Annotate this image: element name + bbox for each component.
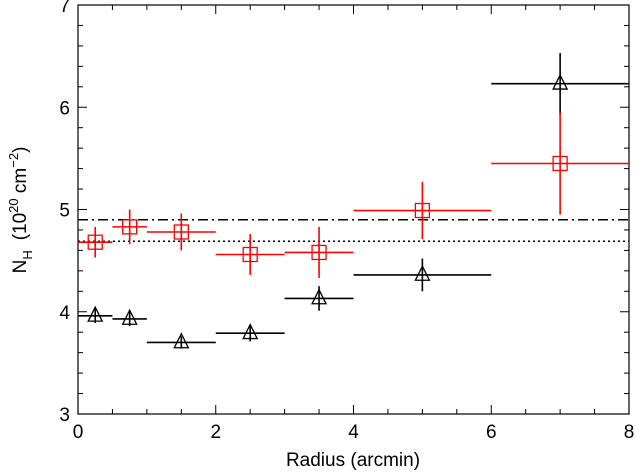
square-marker <box>414 202 431 219</box>
triangle-marker <box>87 305 104 322</box>
triangle-point <box>78 305 113 323</box>
square-marker <box>87 234 103 250</box>
triangle-point <box>353 258 492 292</box>
x-axis-title: Radius (arcmin) <box>286 450 420 471</box>
data-series <box>78 53 629 349</box>
y-axis-unit-exp2: −2 <box>6 153 21 168</box>
triangle-series <box>78 53 629 349</box>
y-axis-symbol: N <box>10 260 31 274</box>
square-point <box>353 181 492 240</box>
y-axis-unit-exp: 20 <box>6 198 21 212</box>
y-axis-unit-open: (10 <box>10 213 31 240</box>
y-axis-unit-close: ) <box>10 147 31 153</box>
square-point <box>112 209 147 245</box>
y-tick-label: 5 <box>59 201 70 222</box>
axis-ticks: 0 2 4 6 8 3 4 5 6 7 <box>59 0 634 443</box>
reference-lines <box>78 218 629 242</box>
x-tick-label: 4 <box>348 422 359 443</box>
triangle-marker <box>121 308 138 325</box>
y-tick-label: 3 <box>59 405 70 426</box>
y-tick-label: 7 <box>59 0 70 17</box>
square-point <box>284 226 354 279</box>
square-point <box>491 112 629 215</box>
y-tick-label: 4 <box>59 303 70 324</box>
triangle-marker <box>552 73 569 90</box>
square-marker <box>311 244 327 261</box>
triangle-marker <box>414 264 431 281</box>
triangle-marker <box>242 323 259 340</box>
plot-frame <box>77 4 630 415</box>
square-marker <box>173 224 189 240</box>
square-marker <box>552 155 568 172</box>
triangle-point <box>146 332 216 349</box>
y-axis-unit-mid: cm <box>10 168 31 199</box>
triangle-point <box>491 53 629 115</box>
triangle-point <box>112 308 147 327</box>
square-point <box>215 234 285 275</box>
y-axis-title: NH (1020 cm−2) <box>6 147 35 274</box>
x-tick-label: 2 <box>210 422 221 443</box>
square-marker <box>242 246 258 263</box>
square-point <box>146 213 216 251</box>
triangle-marker <box>173 332 190 349</box>
square-series <box>78 112 629 279</box>
y-axis-subscript: H <box>20 250 35 259</box>
triangle-point <box>215 323 285 342</box>
x-tick-label: 6 <box>486 422 497 443</box>
square-point <box>78 226 113 258</box>
x-tick-label: 8 <box>624 422 635 443</box>
triangle-marker <box>311 288 328 305</box>
x-tick-label: 0 <box>73 422 84 443</box>
triangle-point <box>284 286 354 311</box>
y-tick-label: 6 <box>59 98 70 119</box>
square-marker <box>122 219 138 235</box>
